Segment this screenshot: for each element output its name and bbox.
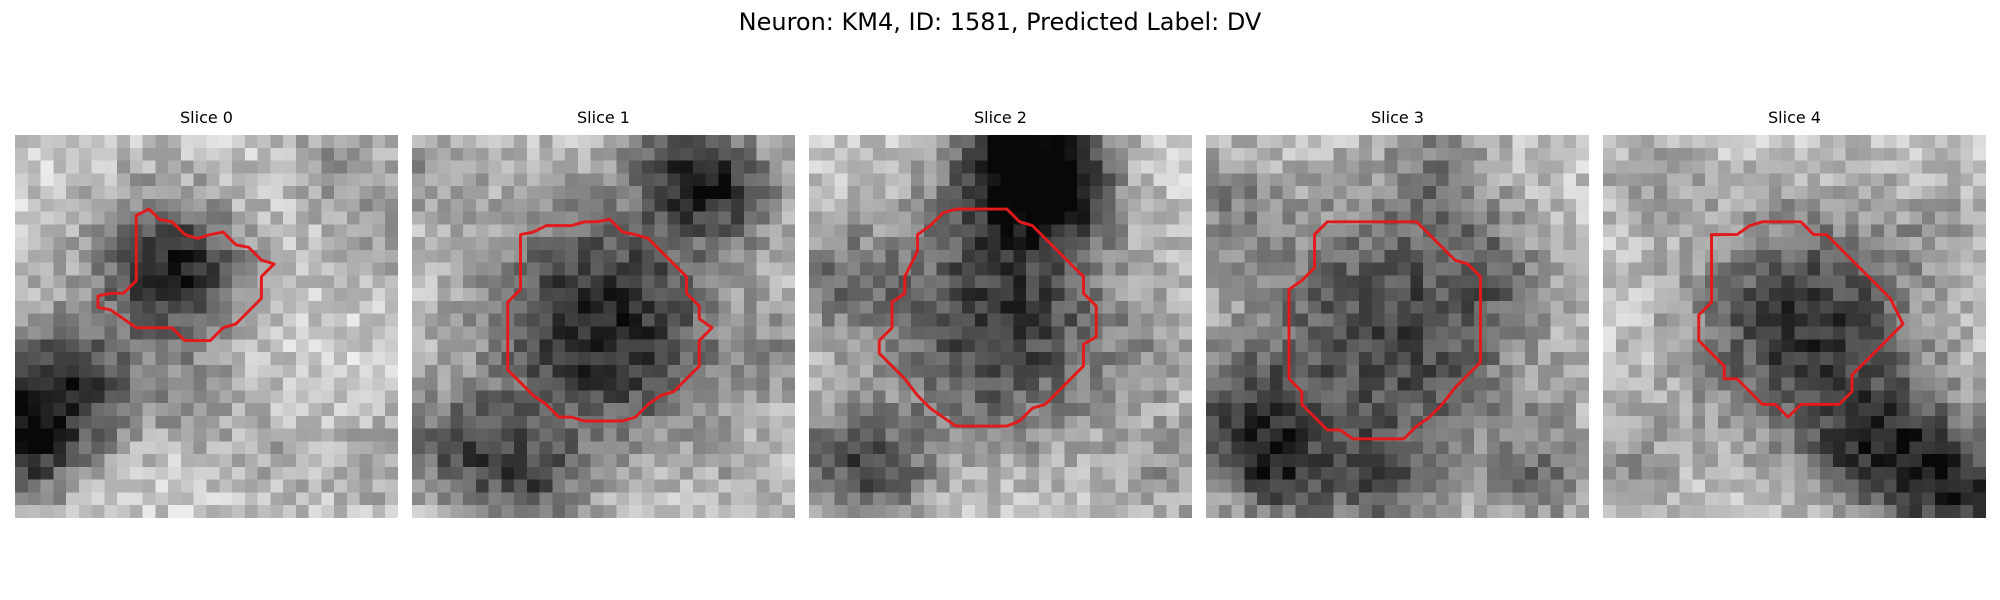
slice-title-2: Slice 2 xyxy=(974,108,1027,127)
cell-contour xyxy=(1287,220,1482,441)
figure-title: Neuron: KM4, ID: 1581, Predicted Label: … xyxy=(738,8,1262,36)
slice-image-1 xyxy=(412,135,795,518)
slice-image-4 xyxy=(1603,135,1986,518)
slice-image-3 xyxy=(1206,135,1589,518)
slice-title-3: Slice 3 xyxy=(1371,108,1424,127)
slice-title-4: Slice 4 xyxy=(1768,108,1821,127)
slice-panel-1: Slice 1 xyxy=(412,108,795,518)
pixel-grid xyxy=(15,135,398,518)
pixel-grid xyxy=(809,135,1192,518)
cell-contour xyxy=(877,207,1098,428)
cell-contour xyxy=(1697,220,1905,419)
pixel-grid xyxy=(1603,135,1986,518)
slice-image-0 xyxy=(15,135,398,518)
slice-panel-3: Slice 3 xyxy=(1206,108,1589,518)
slice-title-0: Slice 0 xyxy=(180,108,233,127)
pixel-grid xyxy=(1206,135,1589,518)
slice-panel-4: Slice 4 xyxy=(1603,108,1986,518)
cell-contour xyxy=(506,217,714,423)
cell-contour xyxy=(96,207,276,343)
slice-image-2 xyxy=(809,135,1192,518)
slice-panel-0: Slice 0 xyxy=(15,108,398,518)
slice-panel-2: Slice 2 xyxy=(809,108,1192,518)
slice-title-1: Slice 1 xyxy=(577,108,630,127)
pixel-grid xyxy=(412,135,795,518)
